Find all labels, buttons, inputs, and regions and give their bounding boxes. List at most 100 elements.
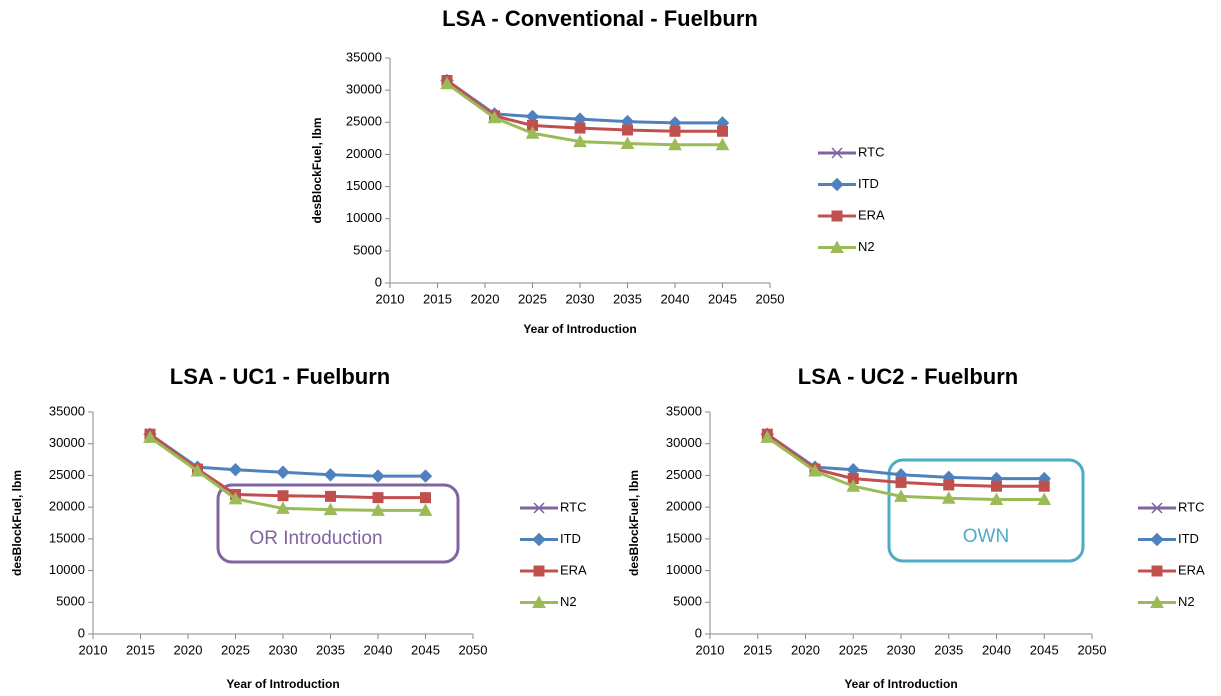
y-tick-label: 20000 [666,499,702,514]
annotation: OWN [963,526,1009,547]
x-tick-label: 2020 [791,642,820,657]
marker [668,137,682,151]
marker [228,491,243,505]
y-tick-label: 15000 [346,178,382,193]
legend-marker [532,532,546,547]
y-tick-label: 0 [78,625,85,640]
x-tick-label: 2020 [471,291,500,306]
y-tick-label: 35000 [346,49,382,64]
x-axis-label: Year of Introduction [226,677,339,691]
marker [760,430,775,443]
marker [943,479,955,491]
y-tick-label: 15000 [49,530,85,545]
line [446,79,723,125]
legend-marker [830,240,844,253]
marker [276,465,290,479]
y-tick-label: 0 [695,625,702,640]
marker [277,490,289,502]
y-tick-label: 5000 [673,594,702,609]
annotation-box [216,483,460,564]
legend-marker [830,177,844,192]
x-tick-label: 2035 [316,642,345,657]
marker [989,492,1004,506]
marker [325,490,336,502]
marker [190,463,205,477]
marker [717,125,728,137]
marker [846,479,861,492]
x-tick-label: 2040 [364,642,393,657]
x-tick-label: 2010 [79,642,108,657]
legend-label: RTC [1178,499,1204,514]
legend-marker [831,210,843,222]
marker [991,480,1002,492]
y-tick-label: 35000 [666,403,702,418]
legend-label: N2 [1178,594,1195,609]
y-tick-label: 10000 [666,562,702,577]
legend-label: ERA [1178,562,1205,577]
x-tick-label: 2025 [221,642,250,657]
marker [622,124,633,136]
x-tick-label: 2015 [423,291,452,306]
legend-marker [1150,595,1164,608]
x-tick-label: 2040 [982,642,1011,657]
legend-label: N2 [858,239,875,254]
marker [894,489,908,502]
x-tick-label: 2030 [269,642,298,657]
x-tick-label: 2025 [839,642,868,657]
legend-label: ITD [1178,531,1199,546]
marker [669,125,681,137]
x-tick-label: 2010 [696,642,725,657]
marker [372,492,384,504]
marker [1038,480,1050,492]
x-tick-label: 2030 [887,642,916,657]
x-axis-label: Year of Introduction [523,322,636,336]
x-tick-label: 2015 [743,642,772,657]
chart-title: LSA - Conventional - Fuelburn [442,6,758,31]
marker [808,463,822,477]
series [440,76,730,151]
legend-marker [533,502,545,514]
marker [371,469,385,483]
y-tick-label: 15000 [666,530,702,545]
y-tick-label: 25000 [346,114,382,129]
y-tick-label: 25000 [49,467,85,482]
y-tick-label: 5000 [56,594,85,609]
legend-label: RTC [560,499,586,514]
legend-label: RTC [858,144,884,159]
x-tick-label: 2035 [613,291,642,306]
marker [1037,492,1052,506]
x-tick-label: 2050 [1078,642,1107,657]
x-axis-label: Year of Introduction [844,677,957,691]
x-tick-label: 2025 [518,291,547,306]
line [766,432,1045,481]
y-tick-label: 35000 [49,403,85,418]
y-tick-label: 20000 [49,499,85,514]
legend-marker [533,565,545,577]
marker [941,491,956,504]
legend-label: ERA [560,562,587,577]
y-tick-label: 30000 [666,435,702,450]
x-tick-label: 2010 [376,291,405,306]
x-tick-label: 2015 [126,642,155,657]
marker [573,134,587,148]
y-tick-label: 25000 [666,467,702,482]
x-tick-label: 2030 [566,291,595,306]
chart-title: LSA - UC1 - Fuelburn [170,364,390,389]
marker [371,503,385,516]
series [440,73,730,130]
series [760,427,1051,486]
x-tick-label: 2035 [934,642,963,657]
legend-marker [1151,502,1163,514]
y-tick-label: 20000 [346,146,382,161]
marker [525,126,540,139]
legend-marker [831,147,843,159]
marker [143,430,157,443]
legend-label: ERA [858,207,885,222]
y-tick-label: 5000 [353,242,382,257]
x-tick-label: 2050 [756,291,785,306]
legend-label: N2 [560,594,577,609]
x-tick-label: 2020 [174,642,203,657]
y-axis-label: desBlockFuel, lbm [627,470,641,576]
x-tick-label: 2040 [661,291,690,306]
